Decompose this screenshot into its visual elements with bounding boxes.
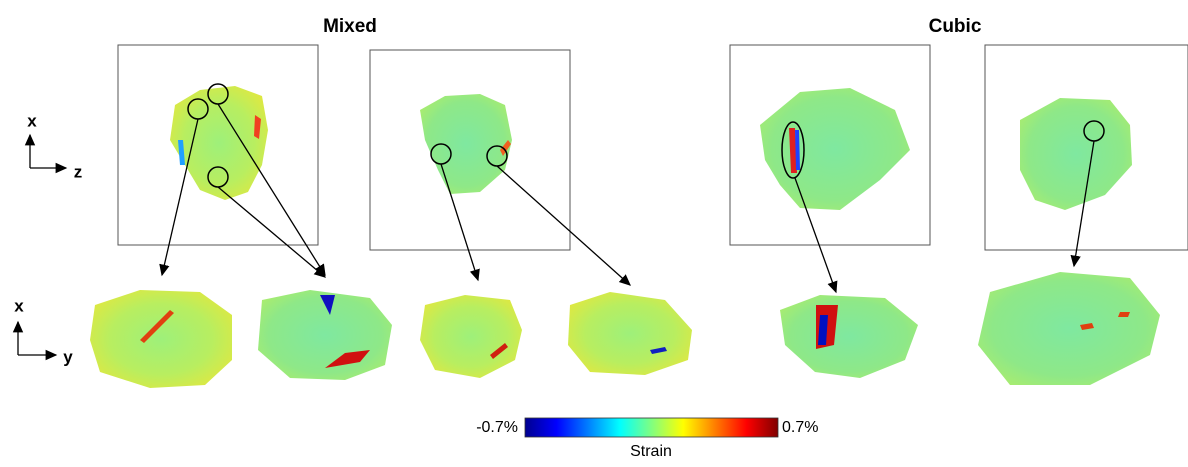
axis-label: x [14, 296, 24, 315]
arrows [159, 103, 1095, 294]
top-panels [117, 44, 1188, 251]
colorbar-min: -0.7% [476, 419, 518, 436]
axis-label: x [27, 111, 37, 130]
group-title: Mixed [323, 16, 377, 37]
colorbar-label: Strain [630, 443, 672, 460]
axis-label: z [74, 162, 83, 181]
colorbar: -0.7% 0.7% Strain [476, 417, 818, 460]
bottom-panels [90, 272, 1160, 388]
group-title: Cubic [929, 16, 982, 37]
axis-label: y [63, 347, 73, 366]
axis-icon: x z x y [12, 111, 83, 366]
colorbar-max: 0.7% [782, 419, 818, 436]
